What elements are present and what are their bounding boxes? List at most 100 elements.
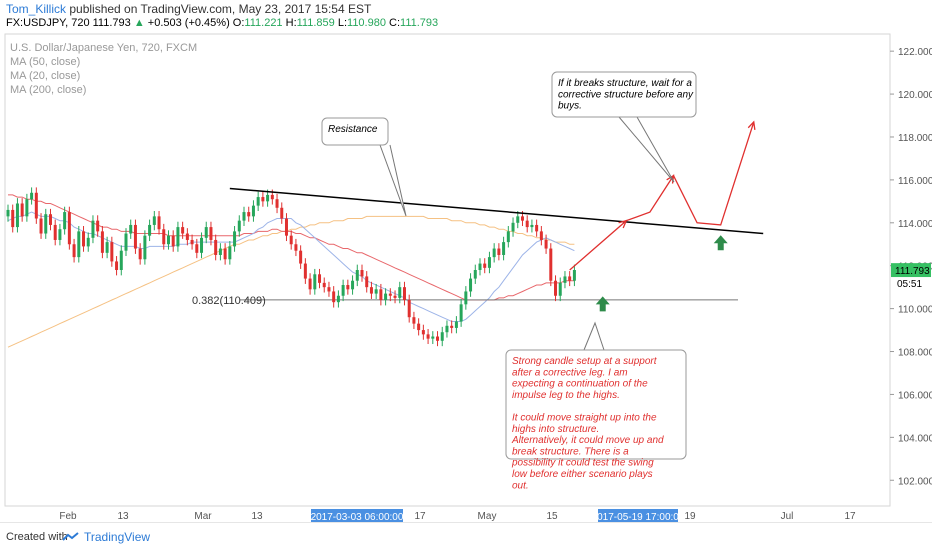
candle-body xyxy=(478,263,482,270)
candle-body xyxy=(275,199,279,208)
setup-callout-text: Alternatively, it could move up and xyxy=(511,435,664,446)
fib-label: 0.382(110.409) xyxy=(192,295,266,307)
x-tick-label: Feb xyxy=(59,511,77,522)
legend-title: U.S. Dollar/Japanese Yen, 720, FXCM xyxy=(10,42,198,54)
candle-body xyxy=(143,235,147,260)
candle-body xyxy=(525,220,529,228)
candle-body xyxy=(247,212,251,217)
candle-body xyxy=(166,235,170,245)
candle-body xyxy=(237,220,241,232)
candle-body xyxy=(242,212,246,221)
legend-ma50: MA (50, close) xyxy=(10,56,81,68)
candle-body xyxy=(204,227,208,238)
setup-callout-text: possibility it could test the swing xyxy=(511,458,654,469)
tradingview-logo-icon xyxy=(62,532,79,541)
plot-frame xyxy=(4,33,891,507)
legend-ma20: MA (20, close) xyxy=(10,70,81,82)
candle-body xyxy=(176,227,180,247)
candle-body xyxy=(100,231,104,253)
resistance-callout-box xyxy=(321,117,389,146)
candle-body xyxy=(563,276,567,283)
candle-body xyxy=(402,287,406,301)
y-tick-label: 114.000 xyxy=(898,219,932,230)
price-chart[interactable]: 102.000104.000106.000108.000110.000112.0… xyxy=(0,0,932,522)
y-tick-label: 118.000 xyxy=(898,133,932,144)
ma200-line xyxy=(7,215,575,348)
candle-body xyxy=(332,291,336,303)
candle-body xyxy=(129,224,133,234)
candle-body xyxy=(251,205,255,217)
tradingview-brand[interactable]: TradingView xyxy=(84,530,151,544)
structure-callout-text: If it breaks structure, wait for a xyxy=(558,78,692,89)
candle-body xyxy=(44,214,48,234)
low-value: 110.980 xyxy=(347,17,386,29)
candle-body xyxy=(313,274,317,290)
candle-body xyxy=(91,220,95,238)
candle-body xyxy=(421,330,425,335)
candle-body xyxy=(530,224,534,228)
candle-body xyxy=(318,274,322,283)
candle-body xyxy=(436,336,440,341)
candle-body xyxy=(502,242,506,255)
x-tick-label: May xyxy=(478,511,497,522)
candle-body xyxy=(96,220,100,232)
candle-body xyxy=(228,246,232,260)
candle-body xyxy=(289,235,293,245)
candle-body xyxy=(124,233,128,251)
candle-body xyxy=(77,231,81,258)
candle-body xyxy=(412,317,416,324)
candle-body xyxy=(214,239,218,255)
candle-body xyxy=(572,270,576,281)
candle-body xyxy=(82,231,86,247)
candle-body xyxy=(445,325,449,333)
candle-body xyxy=(270,194,274,200)
candle-body xyxy=(58,229,62,240)
green-up-arrow-icon xyxy=(595,296,610,312)
y-tick-label: 108.000 xyxy=(898,348,932,359)
candle-body xyxy=(190,239,194,245)
structure-callout-text: buys. xyxy=(558,101,582,112)
candle-body xyxy=(6,209,10,217)
candle-body xyxy=(119,250,123,270)
candle-body xyxy=(15,203,19,228)
setup-callout-text: Strong candle setup at a support xyxy=(512,356,658,367)
candle-body xyxy=(351,280,355,290)
setup-callout-text: It could move straight up into the xyxy=(512,413,657,424)
open-value: 111.221 xyxy=(244,17,283,29)
setup-callout-text: highs into structure. xyxy=(512,424,599,435)
candle-body xyxy=(492,248,496,258)
candle-body xyxy=(520,216,524,221)
candle-body xyxy=(284,218,288,236)
x-tick-label: 15 xyxy=(546,511,558,522)
candle-body xyxy=(365,276,369,288)
structure-callout-text: corrective structure before any xyxy=(558,89,694,100)
candle-body xyxy=(322,282,326,288)
high-value: 111.859 xyxy=(296,17,335,29)
candle-body xyxy=(138,248,142,260)
x-tick-label: 17 xyxy=(844,511,856,522)
up-triangle-icon: ▲ xyxy=(133,17,145,29)
candle-body xyxy=(459,304,463,322)
candle-body xyxy=(299,250,303,264)
ohlc-line: FX:USDJPY, 720 111.793 ▲ +0.503 (+0.45%)… xyxy=(6,17,438,29)
candle-body xyxy=(487,257,491,268)
last-price: 111.793 xyxy=(92,17,131,29)
candle-body xyxy=(181,227,185,234)
close-value: 111.793 xyxy=(400,17,439,29)
candle-body xyxy=(374,289,378,294)
candle-body xyxy=(497,248,501,255)
candle-body xyxy=(336,295,340,303)
candle-body xyxy=(11,209,15,228)
candle-body xyxy=(185,233,189,240)
candle-body xyxy=(34,192,38,219)
candle-body xyxy=(105,242,109,253)
candle-body xyxy=(544,239,548,249)
high-label: H: xyxy=(285,17,297,29)
setup-callout-text: low before either scenario plays xyxy=(512,469,653,480)
candle-body xyxy=(256,197,260,206)
author-link[interactable]: Tom_Killick xyxy=(6,2,67,16)
candle-body xyxy=(218,248,222,255)
footer: Created with TradingView xyxy=(0,522,932,551)
candle-body xyxy=(233,231,237,247)
y-tick-label: 122.000 xyxy=(898,47,932,58)
